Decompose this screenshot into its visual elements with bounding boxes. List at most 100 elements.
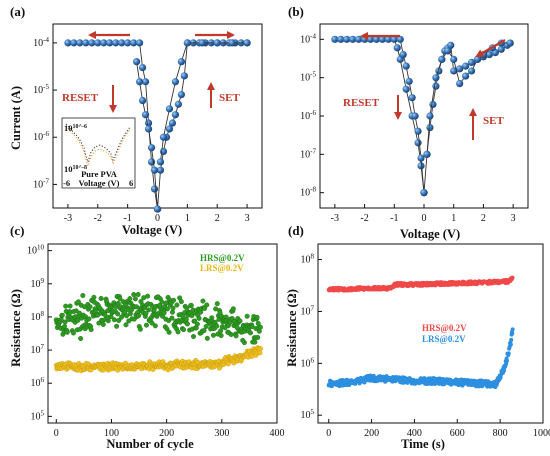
- data-point-a: [228, 39, 236, 47]
- data-point-b: [343, 35, 351, 43]
- data-point-c: [175, 329, 181, 335]
- inset-ytick-bottom: 1010^-8: [64, 164, 87, 174]
- arrow-b-right: [475, 39, 506, 57]
- annotation-set-b: SET: [483, 115, 504, 127]
- x-tick-label-a: 1: [185, 213, 190, 224]
- y-tick-label-d: 106: [301, 356, 315, 369]
- x-tick-label-b: -3: [331, 213, 339, 224]
- legend-d-hrs: HRS@0.2V: [422, 323, 467, 333]
- data-point-d: [510, 275, 515, 280]
- data-point-c: [88, 327, 94, 333]
- plot-frame-c: [47, 243, 278, 424]
- data-point-c: [98, 295, 104, 301]
- data-point-a: [156, 158, 165, 166]
- data-point-c: [137, 326, 143, 332]
- x-tick-label-d: 1000: [533, 428, 550, 439]
- data-point-b: [366, 35, 375, 43]
- data-point-c: [252, 339, 258, 345]
- data-point-b: [456, 80, 464, 88]
- data-point-c: [192, 318, 198, 324]
- inset-label: Pure PVA: [81, 169, 118, 179]
- data-point-c: [189, 313, 195, 319]
- data-point-c: [200, 298, 206, 304]
- data-point-c: [254, 314, 260, 320]
- panel-label-a: (a): [10, 4, 25, 19]
- data-point-a: [147, 144, 156, 152]
- data-point-c: [230, 306, 236, 312]
- y-tick-label-b: 10-5: [300, 71, 316, 84]
- data-point-c: [149, 320, 155, 326]
- data-point-c: [202, 305, 208, 311]
- data-point-c: [124, 313, 130, 319]
- data-point-c: [146, 307, 152, 313]
- x-tick-label-c: 400: [270, 428, 285, 439]
- data-point-b: [411, 112, 419, 120]
- data-point-b: [426, 123, 434, 132]
- data-point-c: [102, 312, 108, 318]
- y-tick-label-d: 107: [301, 304, 315, 317]
- data-point-a: [94, 39, 102, 47]
- data-point-b: [462, 72, 470, 80]
- data-point-b: [450, 67, 458, 75]
- data-point-a: [64, 39, 72, 47]
- data-point-d: [510, 327, 515, 332]
- data-point-a: [130, 39, 138, 47]
- data-point-a: [150, 166, 159, 174]
- x-tick-label-d: 400: [407, 428, 422, 439]
- data-point-c: [194, 321, 200, 327]
- iv-curve-a: [160, 42, 248, 162]
- data-point-c: [228, 331, 234, 337]
- y-tick-label-c: 1010: [27, 244, 45, 257]
- data-point-c: [127, 296, 133, 302]
- data-point-a: [213, 39, 221, 47]
- y-tick-label-d: 105: [301, 408, 315, 421]
- x-tick-label-a: 3: [245, 213, 250, 224]
- data-point-c: [257, 324, 263, 330]
- data-point-a: [165, 105, 174, 113]
- data-point-c: [188, 302, 194, 308]
- data-point-b: [426, 112, 434, 120]
- x-tick-label-d: 200: [364, 428, 379, 439]
- axis-label-x-c: Number of cycle: [106, 437, 194, 451]
- data-point-c: [196, 315, 202, 321]
- data-point-a: [174, 100, 182, 108]
- data-point-c: [171, 297, 177, 303]
- data-point-a: [138, 96, 147, 105]
- data-point-a: [106, 39, 114, 47]
- data-point-b: [450, 55, 458, 63]
- data-point-b: [444, 47, 452, 55]
- data-point-a: [159, 147, 168, 156]
- data-point-c: [115, 300, 121, 306]
- data-point-c: [80, 293, 86, 299]
- data-point-b: [456, 65, 464, 73]
- data-point-b: [417, 154, 425, 162]
- data-point-c: [244, 313, 250, 319]
- data-point-c: [184, 305, 190, 311]
- data-point-c: [62, 323, 68, 329]
- x-tick-label-b: -2: [360, 213, 368, 224]
- annotation-reset-a: RESET: [62, 92, 99, 104]
- data-point-b: [417, 162, 425, 170]
- inset-xlabel: Voltage (V): [79, 178, 120, 188]
- data-point-c: [135, 291, 141, 297]
- data-point-c: [143, 311, 149, 317]
- data-point-b: [408, 94, 416, 102]
- data-point-b: [423, 150, 431, 158]
- data-point-a: [153, 205, 162, 213]
- data-point-b: [467, 67, 476, 75]
- data-point-a: [88, 39, 96, 47]
- data-point-a: [135, 39, 144, 47]
- data-point-c: [91, 294, 97, 300]
- data-point-c: [143, 322, 149, 328]
- data-point-c: [116, 317, 122, 323]
- data-point-a: [100, 39, 108, 47]
- data-point-c: [111, 317, 117, 323]
- data-point-c: [113, 304, 119, 310]
- data-point-c: [203, 323, 209, 329]
- data-point-b: [384, 35, 392, 43]
- data-point-d: [502, 368, 506, 373]
- x-tick-label-c: 300: [214, 428, 229, 439]
- data-point-c: [225, 361, 231, 367]
- data-point-a: [180, 72, 188, 80]
